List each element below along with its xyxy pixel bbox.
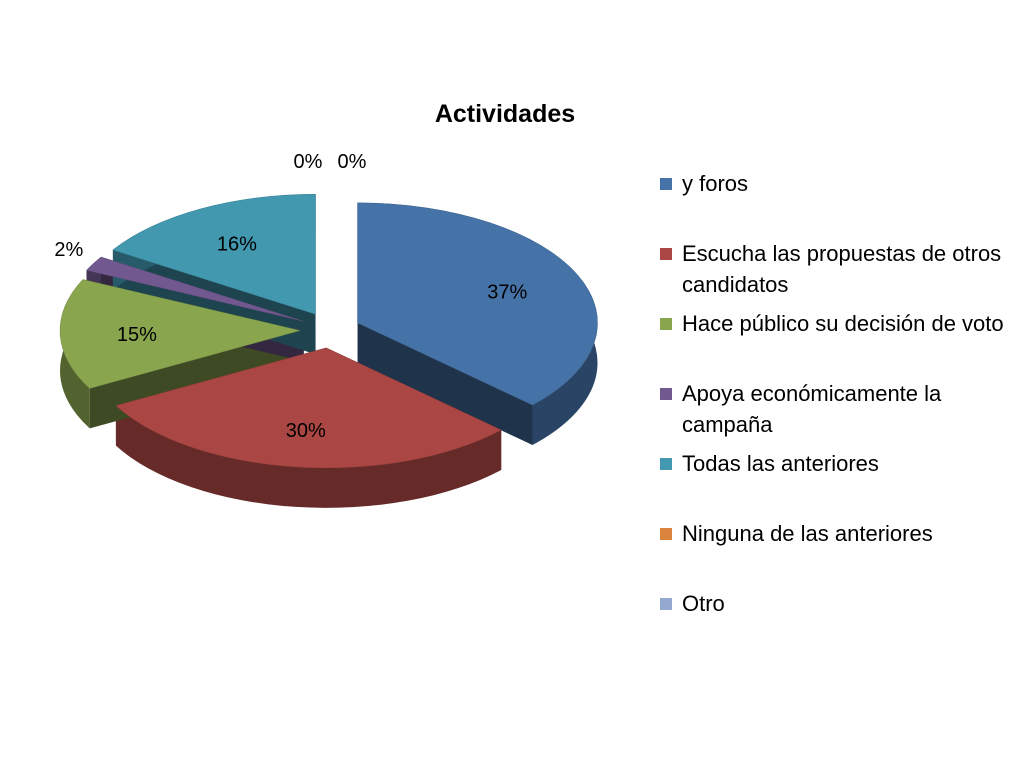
chart-title: Actividades xyxy=(434,100,576,128)
legend-swatch xyxy=(660,388,672,400)
slice-3-data-label: 15% xyxy=(117,324,157,346)
slice-4-top xyxy=(86,256,304,322)
slice-2-wall xyxy=(115,405,502,508)
slice-5-top xyxy=(112,193,316,315)
legend-label: Hace público su decisión de voto xyxy=(682,311,1004,336)
legend-item-4: Apoya económicamente la campaña xyxy=(660,378,1010,448)
legend-swatch xyxy=(660,178,672,190)
legend-label: Apoya económicamente la campaña xyxy=(682,381,942,437)
legend-swatch xyxy=(660,318,672,330)
legend-item-5: Todas las anteriores xyxy=(660,448,1010,518)
slice-7-data-label: 0% xyxy=(338,151,367,173)
slice-2-top xyxy=(115,347,502,469)
legend-label: Ninguna de las anteriores xyxy=(682,521,933,546)
legend-label: Todas las anteriores xyxy=(682,451,879,476)
slice-2-data-label: 30% xyxy=(286,420,326,442)
legend-item-7: Otro xyxy=(660,588,1010,658)
legend-item-6: Ninguna de las anteriores xyxy=(660,518,1010,588)
legend-swatch xyxy=(660,528,672,540)
legend-item-2: Escucha las propuestas de otros candidat… xyxy=(660,238,1010,308)
legend-item-3: Hace público su decisión de voto xyxy=(660,308,1010,378)
legend-label: y foros xyxy=(682,171,749,196)
legend-swatch xyxy=(660,248,672,260)
pie-labels: 37% 30% 15% 2% 16% 0% 0% xyxy=(54,151,527,442)
slice-5-data-label: 16% xyxy=(217,234,257,256)
slice-1-edge-2 xyxy=(357,322,533,445)
legend-label: Otro xyxy=(682,591,725,616)
slice-4-data-label: 2% xyxy=(54,239,83,261)
chart-legend: y foros Escucha las propuestas de otros c… xyxy=(660,168,1010,658)
slice-1-top xyxy=(357,202,598,406)
slice-3-top xyxy=(59,279,301,389)
slice-6-data-label: 0% xyxy=(294,151,323,173)
legend-item-1: y foros xyxy=(660,168,1010,238)
legend-swatch xyxy=(660,458,672,470)
legend-label: Escucha las propuestas de otros candidat… xyxy=(682,241,1002,297)
legend-swatch xyxy=(660,598,672,610)
slice-1-data-label: 37% xyxy=(487,281,527,303)
pie-tops xyxy=(59,193,598,469)
